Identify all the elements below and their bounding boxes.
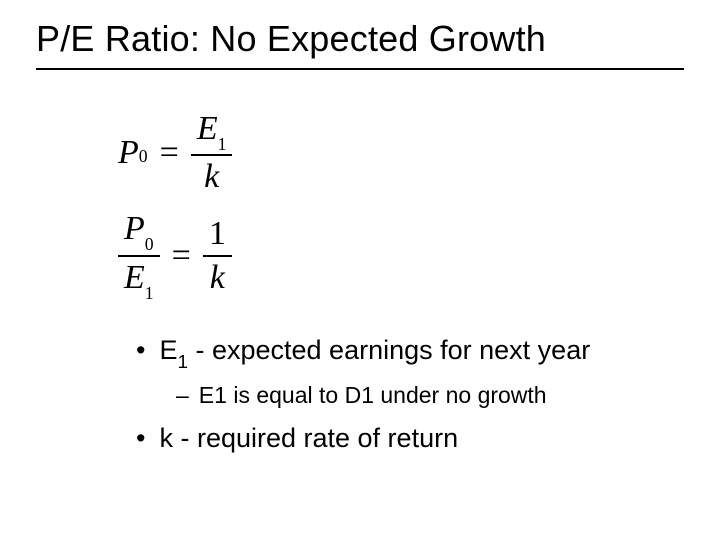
eq2-rhs: 1 k xyxy=(203,217,232,295)
eq2-lhs-numerator: P0 xyxy=(118,212,160,254)
bullet-1-text: E1 - expected earnings for next year xyxy=(159,335,590,371)
eq2-lhs-denominator: E1 xyxy=(118,257,160,299)
slide-title: P/E Ratio: No Expected Growth xyxy=(36,18,684,60)
eq2-lhs-den-base: E xyxy=(124,259,145,296)
bullet-1-sub1: – E1 is equal to D1 under no growth xyxy=(176,382,684,409)
eq2-lhs-num-base: P xyxy=(124,210,145,247)
bullet-dot-icon: • xyxy=(136,335,145,366)
bullet-1-sub: 1 xyxy=(177,352,188,373)
slide: P/E Ratio: No Expected Growth P0 = E1 k xyxy=(0,0,720,540)
eq2-rhs-denominator: k xyxy=(204,257,231,295)
sub-post: under no growth xyxy=(374,382,547,408)
eq1-numerator: E1 xyxy=(191,112,233,154)
equation-2: P0 E1 = 1 k xyxy=(118,212,684,299)
bullet-1: • E1 - expected earnings for next year xyxy=(136,335,684,371)
eq1-num-sub: 1 xyxy=(218,134,227,154)
dash-icon: – xyxy=(176,382,189,409)
equals-icon: = xyxy=(160,134,179,172)
eq1-denominator: k xyxy=(198,156,225,194)
eq2-rhs-fraction: 1 k xyxy=(203,217,232,295)
eq1-lhs-sub: 0 xyxy=(139,146,148,167)
eq2-lhs-fraction: P0 E1 xyxy=(118,212,160,299)
bullet-2: • k - required rate of return xyxy=(136,423,684,454)
eq1-fraction: E1 k xyxy=(191,112,233,194)
eq1-lhs-base: P xyxy=(118,134,139,172)
equals-icon: = xyxy=(172,237,191,275)
eq1-lhs: P0 xyxy=(118,134,148,172)
eq2-lhs-num-sub: 0 xyxy=(145,234,154,254)
equation-1: P0 = E1 k xyxy=(118,112,684,194)
bullet-dot-icon: • xyxy=(136,423,145,454)
eq1-rhs: E1 k xyxy=(191,112,233,194)
eq2-lhs-den-sub: 1 xyxy=(145,283,154,303)
title-underline xyxy=(36,68,684,70)
eq1-num-base: E xyxy=(197,110,218,147)
bullet-1-rest: - expected earnings for next year xyxy=(188,335,590,365)
bullet-2-text: k - required rate of return xyxy=(159,423,458,454)
sub-E: E xyxy=(199,382,214,408)
bullet-1-sub1-text: E1 is equal to D1 under no growth xyxy=(199,382,547,409)
eq2-lhs: P0 E1 xyxy=(118,212,160,299)
bullet-list: • E1 - expected earnings for next year –… xyxy=(136,335,684,453)
bullet-1-E: E xyxy=(159,335,177,365)
eq2-rhs-numerator: 1 xyxy=(203,217,232,255)
sub-D-sub: 1 xyxy=(361,382,374,408)
sub-mid: is equal to D xyxy=(227,382,361,408)
sub-E-sub: 1 xyxy=(214,382,227,408)
equations-block: P0 = E1 k P0 xyxy=(118,112,684,299)
